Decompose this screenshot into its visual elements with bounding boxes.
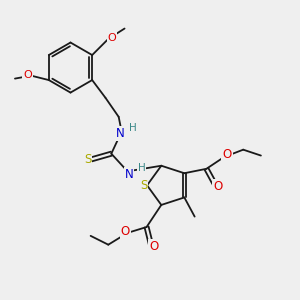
Text: O: O — [213, 180, 222, 193]
Text: N: N — [124, 168, 134, 181]
Text: H: H — [138, 164, 146, 173]
Text: H: H — [129, 123, 137, 133]
Text: O: O — [222, 148, 232, 160]
Text: O: O — [121, 225, 130, 238]
Text: N: N — [116, 127, 124, 140]
Text: O: O — [108, 33, 117, 43]
Text: O: O — [23, 70, 32, 80]
Text: S: S — [84, 153, 92, 166]
Text: O: O — [149, 240, 159, 253]
Text: S: S — [140, 179, 147, 192]
